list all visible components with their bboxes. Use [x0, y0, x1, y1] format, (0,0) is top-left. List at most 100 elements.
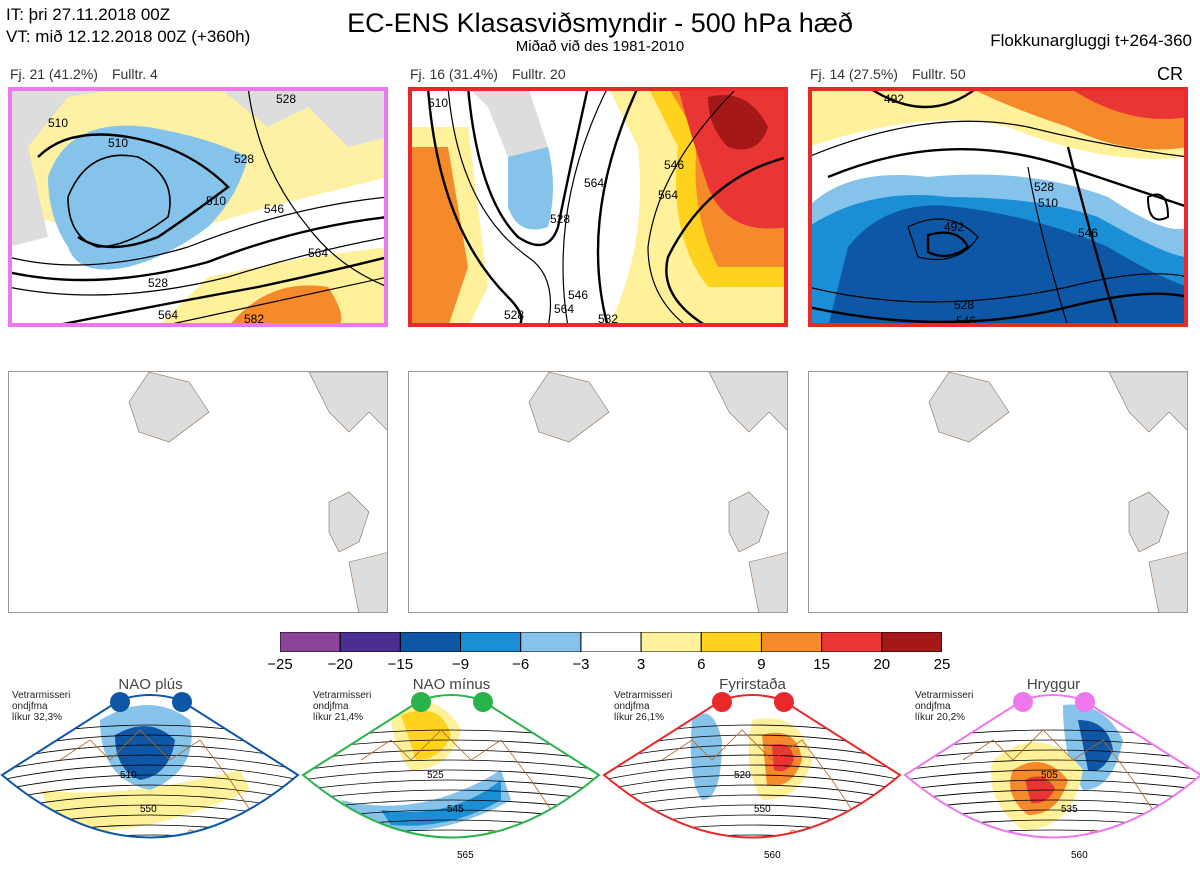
height-contour: [903, 840, 1200, 850]
regime-marker-dot: [172, 692, 192, 712]
greenland-map-2: [528, 372, 787, 612]
height-contour: [2, 774, 298, 791]
height-contour: [905, 779, 1200, 791]
colorbar-tick-label: −15: [387, 656, 414, 673]
height-contour: [303, 769, 599, 781]
contour-label: 564: [158, 308, 178, 322]
contour-label: 510: [48, 116, 68, 130]
contour-label: 528: [276, 92, 296, 106]
map-panel-2: 510 528 546 546 564 564 582 564 528: [408, 87, 788, 327]
height-contour: [604, 794, 900, 811]
height-contour: [604, 744, 900, 761]
height-contour: [604, 764, 900, 781]
colorbar-tick-label: 9: [757, 656, 766, 673]
anomaly-fill: [401, 710, 451, 760]
contour-label: 528: [148, 276, 168, 290]
contour-label: 564: [554, 302, 574, 316]
contour-label: 492: [944, 220, 964, 234]
colorbar-swatch: [580, 631, 642, 653]
classification-window: Flokkunargluggi t+264-360: [990, 31, 1192, 50]
regime-title: Fyrirstaða: [719, 676, 786, 693]
greenland-map-1: [128, 372, 387, 612]
map-panel-3-svg: 492 492 528 528 546 510 546: [808, 87, 1188, 327]
anomaly-fill: [772, 744, 794, 772]
contour-label: 525: [427, 770, 444, 781]
colorbar-swatch: [339, 631, 401, 653]
regime-fan-outline: [602, 694, 902, 839]
map-panel-1-svg: 510 510 510 528 528 546 564 564 582 528: [8, 87, 388, 327]
height-contour: [2, 834, 298, 838]
regime-season: Vetrarmisseri: [614, 690, 673, 701]
colorbar-tick-label: −9: [451, 656, 470, 673]
panel-3-label: Fj. 14 (27.5%) Fulltr. 50: [810, 66, 966, 82]
contour-label: 582: [244, 312, 264, 326]
colorbar-tick-label: −25: [267, 656, 293, 673]
regime-months: ondjfma: [12, 701, 48, 712]
regime-fan-map: 505 535 560: [903, 694, 1200, 861]
colorbar-tick-label: 6: [697, 656, 706, 673]
contour-label: 510: [108, 136, 128, 150]
blank-map-panel-3: [808, 371, 1188, 613]
colorbar-tick-label: 3: [636, 656, 646, 673]
contour-label: 550: [140, 804, 157, 815]
regime-title: NAO plús: [118, 676, 183, 693]
colorbar-tick-label: −3: [572, 656, 590, 673]
regime-prob: líkur 20,2%: [915, 712, 966, 723]
colorbar-tick-label: −20: [327, 656, 353, 673]
page-title: EC-ENS Klasasviðsmyndir - 500 hPa hæð: [347, 8, 853, 38]
contour-label: 528: [550, 212, 570, 226]
height-contour: [2, 754, 298, 771]
panel-1-cluster: Fj. 21 (41.2%): [10, 66, 98, 82]
height-contour: [604, 774, 900, 791]
contour-label: 510: [120, 770, 137, 781]
height-contour: [604, 754, 900, 771]
colorbar-swatch: [520, 631, 582, 653]
contour-label: 546: [264, 202, 284, 216]
regime-fan-map: 510 550: [0, 694, 300, 839]
colorbar-swatch: [460, 631, 522, 653]
panel-2-member: Fulltr. 20: [511, 66, 566, 82]
contour-label: 505: [1041, 770, 1058, 781]
panel-2-label: Fj. 16 (31.4%) Fulltr. 20: [410, 66, 566, 82]
height-contour: [604, 814, 900, 831]
panel-3-member: Fulltr. 50: [911, 66, 966, 82]
colorbar-swatch: [821, 631, 883, 653]
contour-label: 582: [598, 312, 618, 326]
regime-fan-outline: [301, 694, 601, 839]
map-panel-1: 510 510 510 528 528 546 564 564 582 528: [8, 87, 388, 327]
height-contour: [2, 744, 298, 761]
height-contour: [2, 764, 298, 781]
initial-time: IT: þri 27.11.2018 00Z: [6, 5, 171, 24]
regime-fan-map: 525 545 565: [301, 694, 601, 861]
contour-label: 546: [1078, 226, 1098, 240]
colorbar-swatch: [399, 631, 462, 653]
height-contour: [604, 784, 900, 801]
contour-label: 564: [584, 176, 604, 190]
regime-panel: 510 550 NAO plús Vetrarmisseri ondjfma líkur …: [0, 672, 301, 871]
height-contour: [905, 789, 1200, 801]
regime-marker-dot: [774, 692, 794, 712]
height-contour: [905, 749, 1200, 761]
colorbar-swatch: [760, 631, 823, 653]
colorbar-swatch: [881, 631, 943, 653]
regime-prob: líkur 21,4%: [313, 712, 364, 723]
colorbar: [279, 631, 943, 653]
valid-time: VT: mið 12.12.2018 00Z (+360h): [6, 27, 251, 46]
regime-months: ondjfma: [915, 701, 951, 712]
height-contour: [905, 759, 1200, 771]
contour-label: 528: [954, 298, 974, 312]
panel-1-label: Fj. 21 (41.2%) Fulltr. 4: [10, 66, 158, 82]
contour-label: 510: [1038, 196, 1058, 210]
regime-marker-dot: [1075, 692, 1095, 712]
colorbar-tick-label: −6: [512, 656, 530, 673]
regime-marker-dot: [110, 692, 130, 712]
contour-label: 565: [457, 850, 474, 861]
regime-prob: líkur 26,1%: [614, 712, 665, 723]
contour-label: 528: [1034, 180, 1054, 194]
colorbar-tick-label: 20: [873, 656, 891, 673]
contour-label: 535: [1061, 804, 1078, 815]
regime-marker-dot: [411, 692, 431, 712]
regime-marker-dot: [712, 692, 732, 712]
regime-panel: 520 550 560 Fyrirstaða Vetrarmisseri ondjfma l…: [602, 672, 903, 871]
colorbar-tick-label: 15: [813, 656, 830, 673]
